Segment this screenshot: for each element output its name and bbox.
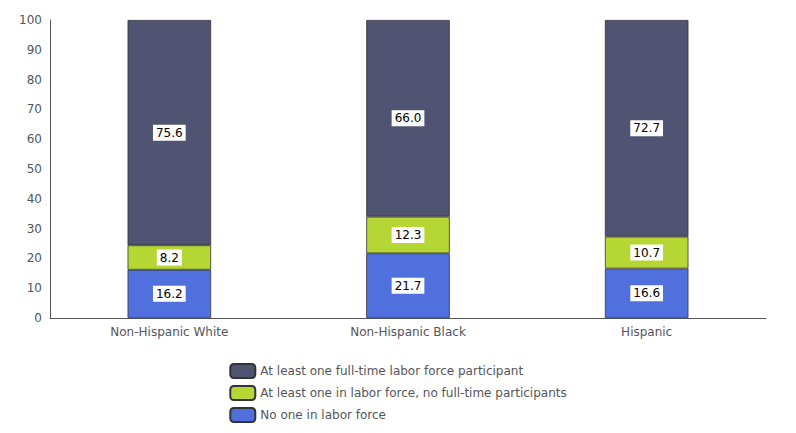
svg-text:66.0: 66.0 [395, 111, 422, 125]
svg-text:16.2: 16.2 [156, 287, 183, 301]
svg-text:16.6: 16.6 [633, 286, 660, 300]
svg-text:0: 0 [34, 311, 42, 325]
svg-text:60: 60 [27, 132, 42, 146]
svg-text:50: 50 [27, 162, 42, 176]
svg-text:12.3: 12.3 [395, 228, 422, 242]
svg-text:No one in labor force: No one in labor force [260, 408, 386, 422]
svg-text:Hispanic: Hispanic [621, 325, 672, 339]
svg-text:40: 40 [27, 192, 42, 206]
svg-text:10: 10 [27, 281, 42, 295]
svg-text:Non-Hispanic Black: Non-Hispanic Black [350, 325, 466, 339]
svg-text:30: 30 [27, 222, 42, 236]
svg-text:10.7: 10.7 [633, 246, 660, 260]
svg-text:90: 90 [27, 43, 42, 57]
svg-text:8.2: 8.2 [160, 251, 179, 265]
svg-text:70: 70 [27, 102, 42, 116]
svg-text:At least one in labor force, n: At least one in labor force, no full-tim… [260, 386, 566, 400]
svg-text:21.7: 21.7 [395, 279, 422, 293]
svg-text:100: 100 [19, 13, 42, 27]
svg-text:80: 80 [27, 73, 42, 87]
svg-text:72.7: 72.7 [633, 121, 660, 135]
svg-text:At least one full-time labor f: At least one full-time labor force parti… [260, 364, 523, 378]
svg-text:75.6: 75.6 [156, 126, 183, 140]
svg-text:20: 20 [27, 251, 42, 265]
svg-text:Non-Hispanic White: Non-Hispanic White [110, 325, 228, 339]
